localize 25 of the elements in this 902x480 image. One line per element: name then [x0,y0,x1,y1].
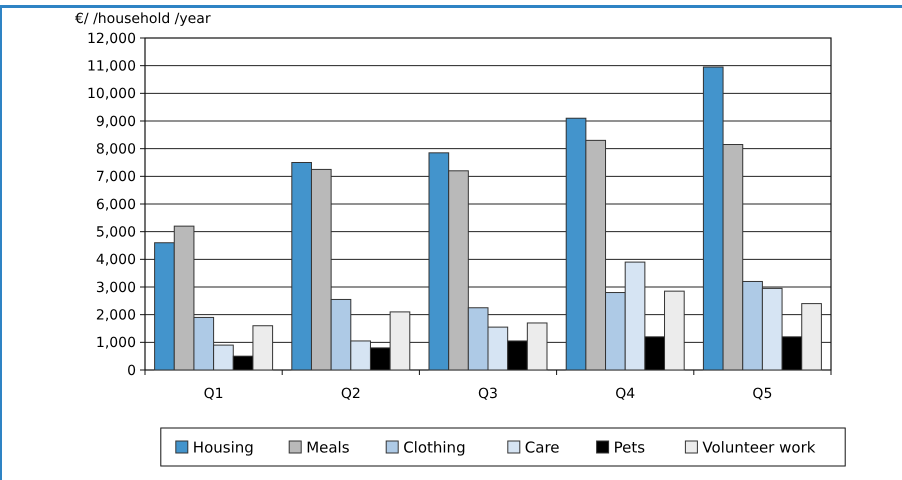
y-tick-label: 8,000 [96,142,136,158]
x-tick-label: Q2 [340,386,361,402]
y-tick-label: 7,000 [96,169,136,186]
x-tick-label: Q1 [204,386,224,402]
y-tick-label: 10,000 [87,86,136,102]
y-axis-title: €/ /household /year [75,11,211,27]
y-tick-label: 5,000 [96,224,136,241]
y-tick-label: 6,000 [96,196,136,213]
legend-label: Care [524,438,560,456]
y-tick-label: 9,000 [96,114,136,130]
x-tick-label: Q3 [478,386,498,402]
y-tick-label: 1,000 [96,335,136,352]
y-tick-label: 0 [127,362,136,379]
legend-label: Housing [192,438,254,456]
y-tick-label: 4,000 [96,252,136,268]
x-tick-label: Q4 [615,386,636,402]
legend-label: Pets [614,438,646,456]
legend-label: Clothing [403,438,466,456]
x-tick-label: Q5 [752,386,772,402]
y-tick-label: 12,000 [87,30,136,47]
legend-label: Meals [306,438,350,456]
y-tick-label: 2,000 [96,308,136,324]
y-tick-label: 3,000 [96,280,136,296]
y-tick-label: 11,000 [87,58,136,75]
legend-label: Volunteer work [702,438,816,456]
